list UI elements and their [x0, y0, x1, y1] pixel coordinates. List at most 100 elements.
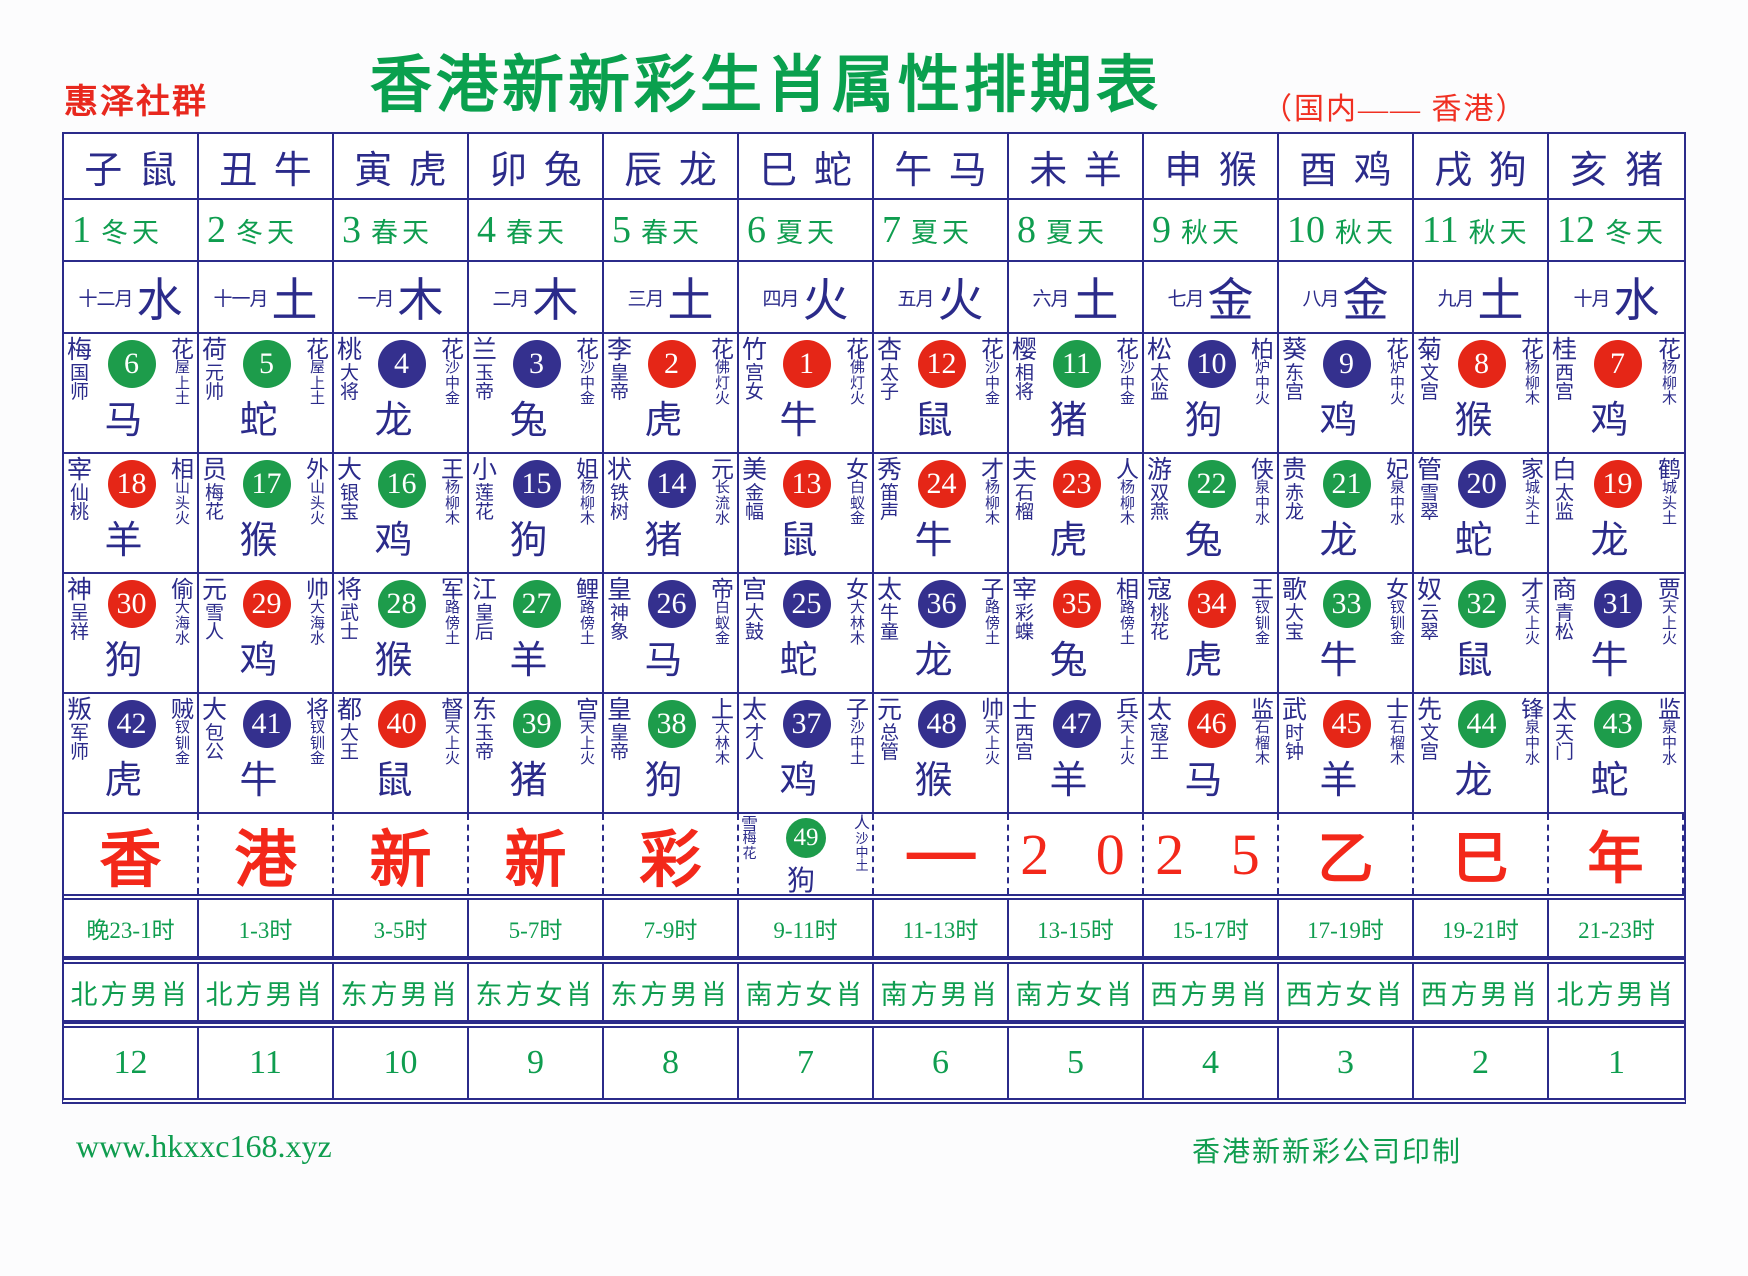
zodiac-animal: 羊 [1319, 760, 1358, 802]
number-cell: 小莲花 15 狗 姐杨柳木 [469, 454, 604, 572]
element-name: 人杨柳木 [1115, 457, 1139, 528]
direction-cell: 西方男肖 [1414, 964, 1549, 1020]
brand-char-cell: 彩 [604, 814, 739, 894]
column-number-cell: 10 [334, 1028, 469, 1098]
zodiac-header-cell: 未羊 [1009, 134, 1144, 198]
number-cell: 宫大鼓 25 蛇 女大林木 [739, 574, 874, 692]
number-ball: 30 [107, 580, 156, 628]
palace-name: 员梅花 [202, 457, 228, 523]
direction-cell: 南方男肖 [874, 964, 1009, 1020]
number-ball: 25 [782, 580, 831, 628]
number-ball: 5 [242, 340, 291, 388]
zodiac-animal: 狗 [786, 866, 815, 894]
number-cell: 宰彩蝶 35 兔 相路傍土 [1009, 574, 1144, 692]
palace-name: 李皇帝 [607, 337, 633, 403]
season-cell: 8 夏天 [1009, 200, 1144, 260]
palace-name: 先文宫 [1417, 697, 1443, 763]
number-cell: 大银宝 16 鸡 王杨柳木 [334, 454, 469, 572]
element-name: 才天上火 [1520, 577, 1544, 648]
zodiac-header-cell: 午马 [874, 134, 1009, 198]
palace-name: 奴云翠 [1417, 577, 1443, 643]
number-cell: 太天门 43 蛇 监泉中水 [1549, 694, 1684, 812]
zodiac-animal: 蛇 [239, 400, 278, 442]
time-range-row: 晚23-1时 1-3时 3-5时 5-7时 7-9时 9-11时 11-13时 13-15时 1… [64, 900, 1684, 958]
zodiac-animal: 龙 [1319, 520, 1358, 562]
ball-and-animal: 17 猴 [239, 458, 291, 572]
element-char: 土 [1072, 275, 1119, 326]
number-cell: 松太监 10 狗 柏炉中火 [1144, 334, 1279, 452]
number-cell: 将武士 28 猴 军路傍土 [334, 574, 469, 692]
zodiac-animal: 龙 [374, 400, 413, 442]
column-number-cell: 1 [1608, 1044, 1625, 1081]
zodiac-header-cell: 辰龙 [604, 134, 739, 198]
number-ball: 42 [107, 700, 156, 748]
number-cell: 江皇后 27 羊 鲤路傍土 [469, 574, 604, 692]
season-cell: 11 秋天 [1414, 200, 1549, 260]
element-name: 监泉中水 [1657, 697, 1681, 768]
brand-label: 惠泽社群 [64, 84, 208, 121]
column-number-cell: 2 [1414, 1028, 1549, 1098]
element-name: 鲤路傍土 [575, 577, 599, 648]
palace-name: 桂西宫 [1552, 337, 1578, 403]
month-element-row: 十二月水十一月土一月木二月木三月土四月火五月火六月土七月金八月金九月土十月水 [64, 262, 1684, 334]
month-number: 3 [342, 209, 361, 251]
zodiac-animal: 龙 [1590, 520, 1629, 562]
zodiac-animal: 兔 [509, 400, 548, 442]
zodiac-animal: 猴 [1454, 400, 1493, 442]
element-name: 监石榴木 [1250, 697, 1274, 768]
ball-and-animal: 11 猪 [1049, 338, 1101, 452]
lunar-month: 一月 [357, 288, 394, 310]
column-number-cell: 4 [1144, 1028, 1279, 1098]
element-name: 锋泉中水 [1520, 697, 1544, 768]
ball-and-animal: 21 龙 [1319, 458, 1371, 572]
month-number: 9 [1152, 209, 1171, 251]
number-ball: 10 [1187, 340, 1236, 388]
palace-name: 游双燕 [1147, 457, 1173, 523]
number-cell: 宰仙桃 18 羊 相山头火 [64, 454, 199, 572]
number-ball: 12 [917, 340, 966, 388]
zodiac-animal: 猴 [374, 640, 413, 682]
element-name: 帅大海水 [305, 577, 329, 648]
direction-cell: 东方男肖 [334, 964, 469, 1020]
direction-cell: 南方女肖 [739, 964, 874, 1020]
number-ball: 18 [107, 460, 156, 508]
ball-and-animal: 42 虎 [104, 698, 156, 812]
direction-cell: 南方女肖 [1009, 964, 1144, 1020]
element-name: 妃泉中水 [1385, 457, 1409, 528]
ball-and-animal: 41 牛 [239, 698, 291, 812]
printer-credit: 香港新新彩公司印制 [1192, 1137, 1463, 1168]
number-ball: 17 [242, 460, 291, 508]
palace-name: 神呈祥 [67, 577, 93, 643]
zodiac-header-cell: 申猴 [1144, 134, 1279, 198]
number-cell: 大包公 41 牛 将钗钏金 [199, 694, 334, 812]
month-cell: 一月木 [334, 262, 469, 332]
number-cell: 神呈祥 30 狗 偷大海水 [64, 574, 199, 692]
palace-name: 大银宝 [337, 457, 363, 523]
number-cell: 贵赤龙 21 龙 妃泉中水 [1279, 454, 1414, 572]
element-name: 相山头火 [170, 457, 194, 528]
number-ball: 24 [917, 460, 966, 508]
element-name: 贼钗钏金 [170, 697, 194, 768]
element-name: 花杨柳木 [1657, 337, 1681, 408]
number-cell: 元雪人 29 鸡 帅大海水 [199, 574, 334, 692]
element-name: 花沙中金 [980, 337, 1004, 408]
number-cell: 秀笛声 24 牛 才杨柳木 [874, 454, 1009, 572]
element-name: 人沙中土 [853, 815, 870, 873]
element-name: 军路傍土 [440, 577, 464, 648]
zodiac-animal: 兔 [1049, 640, 1088, 682]
ball-and-animal: 38 狗 [644, 698, 696, 812]
palace-name: 皇神象 [607, 577, 633, 643]
palace-name: 状铁树 [607, 457, 633, 523]
month-cell: 二月木 [469, 262, 604, 332]
element-name: 兵天上火 [1115, 697, 1139, 768]
month-number: 5 [612, 209, 631, 251]
number-cell: 皇皇帝 38 狗 上大林木 [604, 694, 739, 812]
poster-footer: www.hkxxc168.xyz 香港新新彩公司印制 [0, 1118, 1748, 1178]
lunar-month: 二月 [492, 288, 529, 310]
zodiac-header-cell: 酉鸡 [1279, 134, 1414, 198]
palace-name: 贵赤龙 [1282, 457, 1308, 523]
